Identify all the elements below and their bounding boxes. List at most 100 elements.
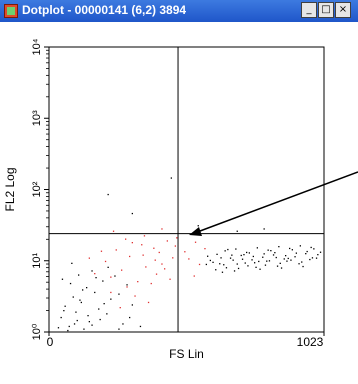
data-point <box>298 263 300 265</box>
data-point <box>82 289 84 291</box>
data-point <box>129 316 131 319</box>
data-point <box>220 257 222 259</box>
data-point <box>67 329 69 332</box>
data-point <box>259 268 261 270</box>
data-point <box>129 255 131 258</box>
data-point <box>68 325 70 328</box>
data-point <box>91 324 93 326</box>
title-bar[interactable]: Dotplot - 00000141 (6,2) 3894 _ □ × <box>0 0 358 22</box>
data-point <box>69 282 72 285</box>
data-point <box>263 253 265 255</box>
data-point <box>221 271 224 273</box>
data-point <box>225 267 228 269</box>
data-point <box>154 259 156 261</box>
data-point <box>313 248 315 250</box>
data-point <box>76 319 78 322</box>
maximize-button[interactable]: □ <box>318 2 334 18</box>
annotation-arrow-head <box>189 227 202 236</box>
data-point <box>79 299 81 301</box>
data-point <box>194 241 197 243</box>
data-point <box>166 240 168 242</box>
data-point <box>283 258 285 260</box>
data-point <box>131 242 133 244</box>
data-point <box>88 257 90 259</box>
y-axis-label: FL2 Log <box>3 167 17 211</box>
data-point <box>223 264 225 266</box>
data-point <box>169 278 171 280</box>
data-point <box>294 256 296 258</box>
data-point <box>161 228 163 230</box>
data-point <box>270 250 272 252</box>
data-point <box>125 238 127 240</box>
data-point <box>71 262 73 264</box>
data-point <box>243 254 245 256</box>
data-point <box>215 269 217 271</box>
y-tick-label: 10² <box>31 181 43 197</box>
data-point <box>311 257 314 259</box>
data-point <box>252 255 254 258</box>
x-tick-label: 1023 <box>297 335 324 349</box>
data-point <box>100 250 103 252</box>
window-title: Dotplot - 00000141 (6,2) 3894 <box>22 3 187 17</box>
data-point <box>216 253 218 255</box>
data-point <box>275 256 277 259</box>
data-point <box>114 275 116 277</box>
data-point <box>164 268 166 270</box>
data-point <box>64 305 66 307</box>
data-point <box>103 303 105 305</box>
data-point <box>112 230 115 232</box>
data-point <box>143 235 146 237</box>
data-point <box>209 259 211 262</box>
data-point <box>126 286 128 288</box>
data-point <box>87 315 89 317</box>
data-point <box>99 318 101 321</box>
data-point <box>247 265 249 267</box>
data-point <box>184 251 186 253</box>
data-point <box>115 249 117 251</box>
data-point <box>212 261 214 263</box>
data-point <box>60 316 62 319</box>
data-point <box>137 281 139 283</box>
data-point <box>107 266 109 268</box>
data-point <box>276 265 279 267</box>
data-point <box>227 248 229 251</box>
data-point <box>232 259 234 261</box>
data-point <box>155 273 158 275</box>
minimize-button[interactable]: _ <box>301 2 317 18</box>
data-point <box>147 301 150 304</box>
data-point <box>78 274 80 276</box>
data-point <box>248 252 250 254</box>
data-point <box>286 260 288 262</box>
data-point <box>319 251 322 253</box>
data-point <box>272 254 275 256</box>
data-point <box>61 278 64 280</box>
data-point <box>75 311 77 313</box>
data-point <box>95 277 97 279</box>
data-point <box>263 228 265 230</box>
data-point <box>118 293 120 295</box>
data-point <box>86 287 88 289</box>
data-point <box>110 298 112 300</box>
data-point <box>98 308 100 310</box>
data-point <box>174 245 176 247</box>
data-point <box>237 267 240 270</box>
data-point <box>94 273 96 275</box>
data-point <box>142 254 144 256</box>
data-point <box>94 291 96 294</box>
data-point <box>233 270 236 272</box>
data-point <box>278 246 280 248</box>
data-point <box>224 250 226 252</box>
data-point <box>236 263 238 265</box>
data-point <box>295 252 297 254</box>
data-point <box>235 248 237 250</box>
data-point <box>205 263 207 266</box>
data-point <box>236 230 238 232</box>
data-point <box>251 259 253 261</box>
data-point <box>88 321 90 323</box>
dotplot-app-icon[interactable] <box>4 4 18 18</box>
close-button[interactable]: × <box>335 2 351 18</box>
data-point <box>126 284 128 286</box>
dotplot-chart[interactable]: 10⁰ 10¹ 10² 10³ 10⁴ 0 1023 FS Lin FL2 Log <box>0 22 358 379</box>
data-point <box>72 296 74 298</box>
plot-frame <box>48 46 325 333</box>
